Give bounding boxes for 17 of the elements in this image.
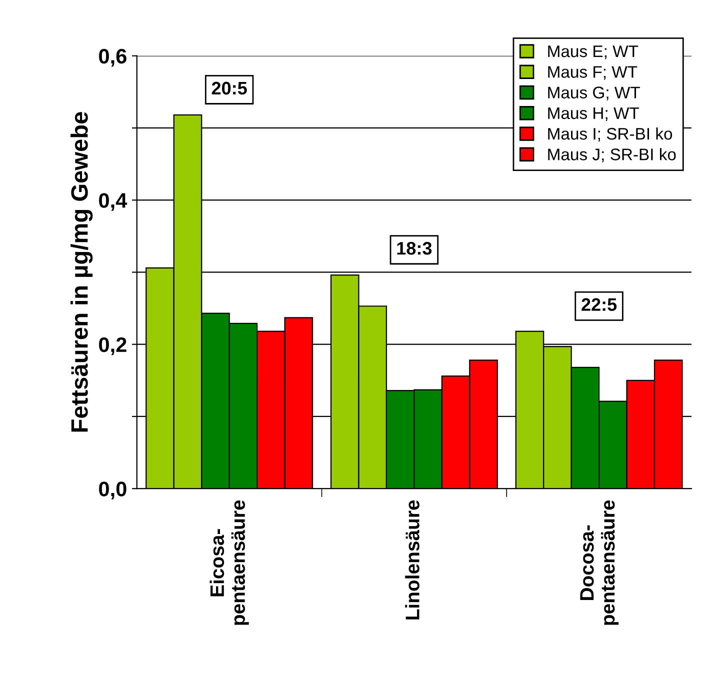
annotation: 18:3 <box>397 242 432 255</box>
legend-label: Maus F; WT <box>548 66 638 80</box>
y-tick-label: 0,2 <box>99 337 126 356</box>
legend-label: Maus H; WT <box>548 107 640 122</box>
y-tick-label: 0,4 <box>99 193 128 211</box>
legend-label: Maus E; WT <box>548 46 638 60</box>
annotation: 22:5 <box>582 298 617 311</box>
y-axis-title: Fettsäuren in µg/mg Gewebe <box>70 112 93 432</box>
y-tick-label: 0,6 <box>99 48 126 67</box>
x-tick-label: Linolensäure <box>405 500 420 620</box>
y-tick-label: 0,0 <box>99 482 126 500</box>
legend-label: Maus G; WT <box>548 86 640 100</box>
legend-label: Maus J; SR-BI ko <box>548 148 676 162</box>
x-tick-label: Docosa- pentaensäure <box>580 500 619 625</box>
x-tick-label: Eicosa- pentaensäure <box>210 500 249 625</box>
legend-label: Maus I; SR-BI ko <box>548 127 672 142</box>
annotation: 20:5 <box>212 82 247 95</box>
